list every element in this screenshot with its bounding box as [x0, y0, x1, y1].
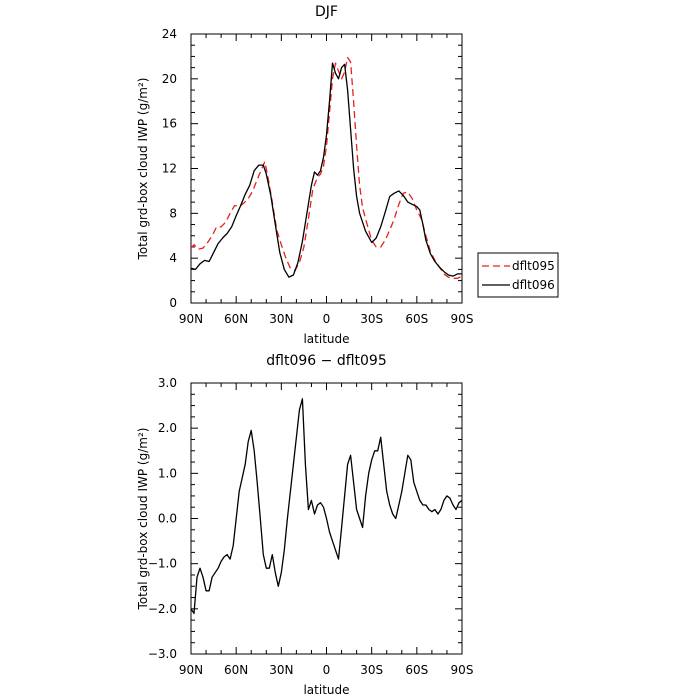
x-tick-label: 90S — [451, 663, 474, 677]
y-tick-label: −1.0 — [148, 557, 177, 571]
x-tick-label: 60S — [405, 312, 428, 326]
bottom-axis-ticks: 90N 60N 30N 0 30S 60S 90S −3.0 −2.0 −1.0 0.0 1.0 2.0… — [148, 376, 474, 677]
y-tick-label: 20 — [162, 72, 177, 86]
y-tick-label: 12 — [162, 162, 177, 176]
x-tick-label: 0 — [323, 312, 331, 326]
x-tick-label: 90N — [179, 663, 203, 677]
bottom-chart-title: dflt096 − dflt095 — [266, 353, 386, 369]
legend-box — [477, 252, 559, 298]
bottom-y-axis-label: Total grd-box cloud IWP (g/m²) — [136, 428, 150, 611]
y-tick-label: −2.0 — [148, 602, 177, 616]
y-tick-label: 4 — [169, 251, 177, 265]
x-tick-label: 30N — [269, 312, 293, 326]
y-tick-label: 8 — [169, 206, 177, 220]
bottom-x-axis-label: latitude — [303, 683, 349, 697]
x-tick-label: 0 — [323, 663, 331, 677]
panel-top: DJF 90N 60N 30N 0 30S 60S 90S 0 4 8 12 16 20 24 latit… — [136, 4, 473, 346]
legend-label-dflt095: dflt095 — [512, 259, 555, 273]
x-tick-label: 60N — [224, 312, 248, 326]
series-line-difference — [190, 398, 463, 615]
y-tick-label: 0 — [169, 296, 177, 310]
x-tick-label: 30N — [269, 663, 293, 677]
x-tick-label: 90S — [451, 312, 474, 326]
y-tick-label: 3.0 — [158, 376, 177, 390]
x-tick-label: 90N — [179, 312, 203, 326]
series-line-dflt096 — [190, 62, 462, 278]
top-plot-frame — [190, 33, 463, 304]
x-tick-label: 30S — [360, 663, 383, 677]
top-y-axis-label: Total grd-box cloud IWP (g/m²) — [136, 78, 150, 261]
top-series-group — [190, 56, 463, 279]
legend: dflt095 dflt096 — [477, 252, 559, 298]
y-tick-label: 0.0 — [158, 512, 177, 526]
x-tick-label: 60S — [405, 663, 428, 677]
series-line-dflt095 — [190, 56, 463, 279]
y-tick-label: 1.0 — [158, 466, 177, 480]
panel-bottom: dflt096 − dflt095 90N 60N 30N 0 30S 60S 90S −3.… — [136, 353, 473, 697]
x-tick-label: 30S — [360, 312, 383, 326]
y-tick-label: 24 — [162, 27, 177, 41]
legend-label-dflt096: dflt096 — [512, 278, 555, 292]
bottom-series-group — [190, 398, 463, 615]
y-tick-label: 2.0 — [158, 421, 177, 435]
x-tick-label: 60N — [224, 663, 248, 677]
top-x-axis-label: latitude — [303, 332, 349, 346]
y-tick-label: 16 — [162, 117, 177, 131]
top-chart-title: DJF — [315, 4, 338, 20]
y-tick-label: −3.0 — [148, 647, 177, 661]
top-axis-ticks: 90N 60N 30N 0 30S 60S 90S 0 4 8 12 16 20 24 — [162, 27, 474, 326]
